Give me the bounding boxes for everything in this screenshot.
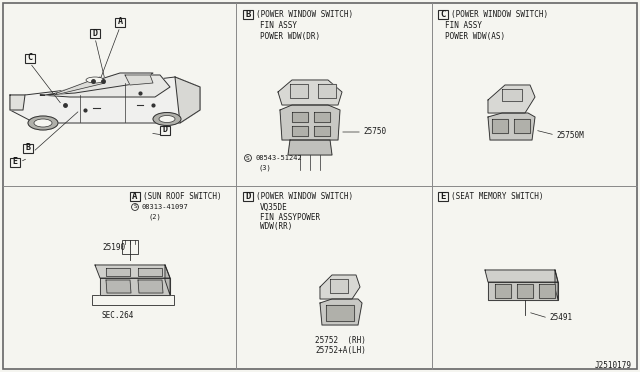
- Ellipse shape: [28, 116, 58, 130]
- Text: 25750M: 25750M: [556, 131, 584, 140]
- Polygon shape: [330, 279, 348, 293]
- Bar: [243, 192, 253, 201]
- Polygon shape: [280, 105, 340, 140]
- Polygon shape: [288, 140, 332, 155]
- Polygon shape: [125, 75, 153, 85]
- Polygon shape: [292, 126, 308, 136]
- Text: 08313-41097: 08313-41097: [142, 204, 189, 210]
- Bar: [115, 17, 125, 26]
- Polygon shape: [165, 265, 170, 295]
- Bar: [25, 54, 35, 62]
- Polygon shape: [100, 278, 170, 295]
- Bar: [130, 192, 140, 201]
- Polygon shape: [106, 268, 130, 276]
- Bar: [92, 295, 174, 305]
- Polygon shape: [175, 77, 200, 123]
- Polygon shape: [95, 265, 170, 278]
- Bar: [243, 10, 253, 19]
- Polygon shape: [45, 73, 153, 95]
- Text: S: S: [133, 205, 137, 209]
- Polygon shape: [555, 270, 558, 300]
- Text: (SEAT MEMORY SWITCH): (SEAT MEMORY SWITCH): [451, 192, 543, 202]
- Text: B: B: [26, 144, 31, 153]
- Polygon shape: [326, 305, 354, 321]
- Polygon shape: [318, 84, 336, 98]
- Polygon shape: [292, 112, 308, 122]
- Polygon shape: [106, 280, 131, 293]
- Polygon shape: [290, 84, 308, 98]
- Polygon shape: [40, 75, 170, 97]
- Ellipse shape: [34, 119, 52, 127]
- Text: (POWER WINDOW SWITCH): (POWER WINDOW SWITCH): [256, 192, 353, 202]
- Polygon shape: [278, 80, 342, 105]
- Text: A: A: [132, 192, 138, 201]
- Bar: [90, 29, 100, 38]
- Polygon shape: [539, 284, 555, 298]
- Text: 25752+A(LH): 25752+A(LH): [315, 346, 366, 355]
- Polygon shape: [10, 77, 200, 123]
- Polygon shape: [514, 119, 530, 133]
- Polygon shape: [314, 112, 330, 122]
- Text: E: E: [440, 192, 445, 201]
- Text: A: A: [118, 17, 122, 26]
- Polygon shape: [485, 270, 558, 282]
- Bar: [160, 125, 170, 135]
- Text: POWER WDW(DR): POWER WDW(DR): [260, 32, 320, 41]
- Polygon shape: [320, 275, 360, 299]
- Polygon shape: [55, 77, 105, 95]
- Ellipse shape: [159, 115, 175, 122]
- Polygon shape: [314, 126, 330, 136]
- Text: E: E: [13, 157, 17, 167]
- Ellipse shape: [153, 112, 181, 125]
- Text: FIN ASSY: FIN ASSY: [260, 22, 297, 31]
- Text: (3): (3): [258, 165, 271, 171]
- Polygon shape: [488, 282, 558, 300]
- Bar: [10, 157, 20, 167]
- Text: 08543-51242: 08543-51242: [255, 155, 301, 161]
- Text: VQ35DE: VQ35DE: [260, 202, 288, 212]
- Bar: [438, 192, 448, 201]
- Polygon shape: [488, 113, 535, 140]
- Text: 25491: 25491: [549, 314, 572, 323]
- Text: (POWER WINDOW SWITCH): (POWER WINDOW SWITCH): [451, 10, 548, 19]
- Text: FIN ASSY: FIN ASSY: [445, 22, 482, 31]
- Text: (2): (2): [148, 214, 161, 220]
- Polygon shape: [495, 284, 511, 298]
- Bar: [23, 144, 33, 153]
- Text: 25752  (RH): 25752 (RH): [315, 336, 366, 344]
- Text: C: C: [440, 10, 445, 19]
- Text: POWER WDW(AS): POWER WDW(AS): [445, 32, 505, 41]
- Text: WDW(RR): WDW(RR): [260, 222, 292, 231]
- Ellipse shape: [86, 77, 104, 83]
- Text: B: B: [245, 10, 251, 19]
- Bar: [438, 10, 448, 19]
- Polygon shape: [320, 299, 362, 325]
- Polygon shape: [492, 119, 508, 133]
- Polygon shape: [488, 85, 535, 113]
- Polygon shape: [502, 89, 522, 101]
- Bar: [122, 240, 138, 254]
- Polygon shape: [138, 280, 163, 293]
- Text: D: D: [93, 29, 97, 38]
- Text: D: D: [245, 192, 251, 201]
- Text: 25750: 25750: [363, 128, 386, 137]
- Text: S: S: [246, 155, 250, 160]
- Polygon shape: [138, 268, 162, 276]
- Text: (SUN ROOF SWITCH): (SUN ROOF SWITCH): [143, 192, 221, 202]
- Polygon shape: [10, 95, 25, 110]
- Text: (POWER WINDOW SWITCH): (POWER WINDOW SWITCH): [256, 10, 353, 19]
- Polygon shape: [517, 284, 533, 298]
- Text: C: C: [28, 54, 33, 62]
- Text: 25190: 25190: [102, 244, 125, 253]
- Text: D: D: [163, 125, 168, 135]
- Text: FIN ASSYPOWER: FIN ASSYPOWER: [260, 212, 320, 221]
- Text: SEC.264: SEC.264: [102, 311, 134, 321]
- Text: J2510179: J2510179: [595, 360, 632, 369]
